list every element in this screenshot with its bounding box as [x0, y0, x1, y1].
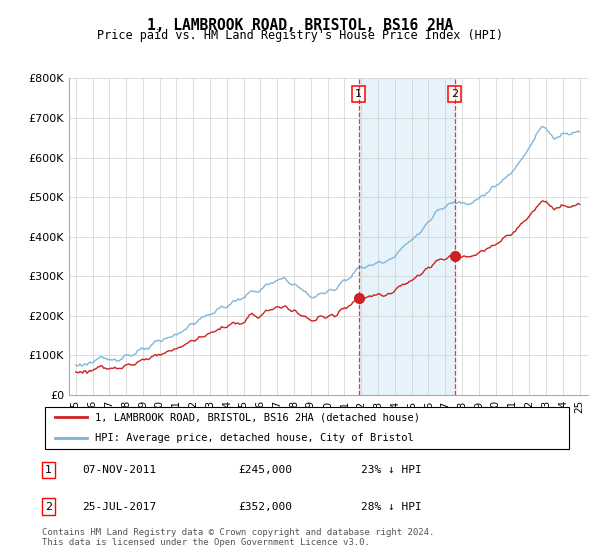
- Text: Contains HM Land Registry data © Crown copyright and database right 2024.
This d: Contains HM Land Registry data © Crown c…: [42, 528, 434, 547]
- Text: 1: 1: [45, 465, 52, 475]
- Bar: [359, 78, 455, 395]
- Text: 07-NOV-2011: 07-NOV-2011: [82, 465, 156, 475]
- Text: Price paid vs. HM Land Registry's House Price Index (HPI): Price paid vs. HM Land Registry's House …: [97, 29, 503, 42]
- Text: 23% ↓ HPI: 23% ↓ HPI: [361, 465, 421, 475]
- FancyBboxPatch shape: [44, 407, 569, 449]
- Text: 1, LAMBROOK ROAD, BRISTOL, BS16 2HA (detached house): 1, LAMBROOK ROAD, BRISTOL, BS16 2HA (det…: [95, 412, 420, 422]
- Text: 25-JUL-2017: 25-JUL-2017: [82, 502, 156, 511]
- Text: 2: 2: [45, 502, 52, 511]
- Text: 1: 1: [355, 89, 362, 99]
- Text: HPI: Average price, detached house, City of Bristol: HPI: Average price, detached house, City…: [95, 433, 414, 444]
- Text: £245,000: £245,000: [238, 465, 292, 475]
- Text: 2: 2: [451, 89, 458, 99]
- Text: 1, LAMBROOK ROAD, BRISTOL, BS16 2HA: 1, LAMBROOK ROAD, BRISTOL, BS16 2HA: [147, 18, 453, 33]
- Text: 28% ↓ HPI: 28% ↓ HPI: [361, 502, 421, 511]
- Text: £352,000: £352,000: [238, 502, 292, 511]
